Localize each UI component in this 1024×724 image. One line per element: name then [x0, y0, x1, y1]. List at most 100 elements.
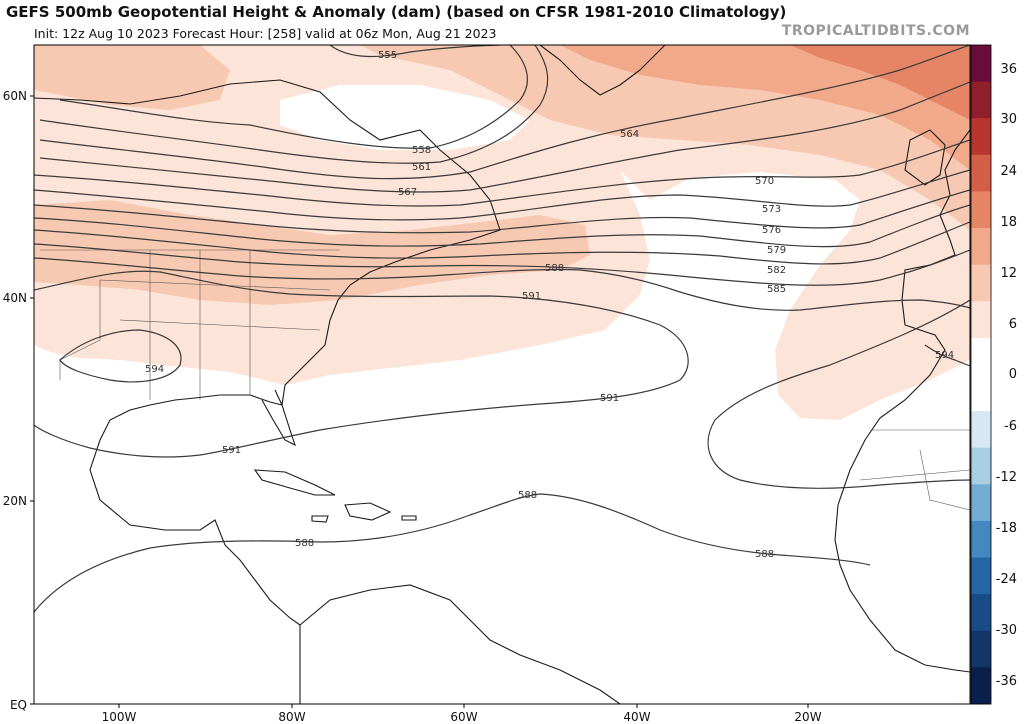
contour-label: 558	[412, 145, 431, 156]
colorbar-frame	[970, 44, 992, 705]
greenland-coastline	[539, 45, 666, 96]
hispaniola-island	[344, 502, 392, 521]
colorbar-swatch	[971, 337, 991, 375]
contour-594	[59, 329, 182, 383]
europe-africa-coastline	[834, 129, 970, 673]
colorbar-swatch	[971, 667, 991, 705]
contour-label: 567	[398, 187, 417, 198]
contour-570	[34, 139, 970, 207]
puerto-rico-island	[401, 515, 417, 521]
border-line	[119, 319, 321, 331]
anomaly-shading	[34, 45, 970, 430]
lat-tick-label: 40N	[3, 291, 27, 305]
border-line	[59, 280, 101, 380]
colorbar-label: 24	[1000, 164, 1017, 179]
contour-label: 588	[295, 538, 314, 549]
colorbar-swatch	[971, 301, 991, 339]
map-frame	[33, 44, 971, 705]
contour-label: 579	[767, 245, 786, 256]
map-title: GEFS 500mb Geopotential Height & Anomaly…	[6, 3, 787, 21]
colorbar-swatch	[971, 557, 991, 595]
positive-anomaly-nw-mid	[34, 45, 230, 110]
colorbar-label: -36	[996, 674, 1017, 689]
contour-588	[34, 257, 970, 311]
border-line	[859, 469, 970, 481]
contour-579	[34, 204, 970, 248]
contour-582	[34, 221, 970, 265]
colorbar-label: 30	[1000, 112, 1017, 127]
contour-576	[34, 189, 970, 234]
contour-555	[329, 45, 501, 58]
british-isles	[904, 129, 946, 186]
south-america-coastline	[299, 584, 621, 704]
positive-anomaly-us-mid	[34, 200, 590, 305]
cuba-island	[253, 469, 336, 496]
brand-watermark: TROPICALTIDBITS.COM	[781, 23, 970, 39]
colorbar-label: -30	[996, 623, 1017, 638]
contour-561	[39, 45, 549, 164]
neutral-trough-atlantic	[605, 172, 860, 430]
colorbar-label: 36	[1000, 62, 1017, 77]
map-subtitle: Init: 12z Aug 10 2023 Forecast Hour: [25…	[34, 26, 497, 41]
lon-tick-label: 20W	[794, 710, 821, 724]
contour-567	[39, 81, 970, 193]
colorbar-swatch	[971, 630, 991, 668]
colorbar-label: 12	[1000, 266, 1017, 281]
colorbar-label: -24	[996, 572, 1017, 587]
contour-label: 555	[378, 50, 397, 61]
contour-label: 570	[755, 176, 774, 187]
colorbar-swatch	[971, 81, 991, 119]
colorbar-label: -18	[996, 521, 1017, 536]
map-panel: 555 558 561 564 567 570 573 576 579 582 …	[34, 45, 970, 704]
colorbar-swatch	[971, 411, 991, 449]
contour-594-east	[924, 344, 970, 367]
political-borders	[40, 249, 970, 511]
lat-tick-label: EQ	[10, 698, 27, 712]
jamaica-island	[311, 515, 329, 523]
contour-591-south	[707, 299, 970, 489]
contour-label: 591	[222, 445, 241, 456]
colorbar-label: -6	[1004, 419, 1017, 434]
border-line	[919, 449, 970, 511]
colorbar-swatch	[971, 264, 991, 302]
contour-label: 591	[600, 393, 619, 404]
contour-label: 561	[412, 162, 431, 173]
colorbar-swatch	[971, 154, 991, 192]
contour-label: 582	[767, 265, 786, 276]
contour-558	[59, 45, 529, 149]
longitude-axis: 100W 80W 60W 40W 20W	[102, 704, 822, 724]
positive-anomaly-core	[790, 45, 970, 120]
colorbar-label: 0	[1009, 367, 1017, 382]
contour-label: 594	[145, 364, 164, 375]
border-line	[99, 279, 331, 291]
contour-588-south	[34, 493, 871, 613]
contour-label: 588	[755, 549, 774, 560]
colorbar-swatch	[971, 484, 991, 522]
contour-label: 594	[935, 350, 954, 361]
height-contours	[34, 45, 970, 613]
lon-tick-label: 80W	[278, 710, 305, 724]
lat-tick-label: 20N	[3, 494, 27, 508]
lon-tick-label: 60W	[450, 710, 477, 724]
florida-peninsula	[261, 389, 296, 447]
north-america-coastline	[34, 79, 501, 626]
contour-573	[34, 169, 970, 221]
colorbar-label: 6	[1009, 317, 1017, 332]
contour-label: 576	[762, 225, 781, 236]
contour-591	[34, 270, 689, 458]
colorbar-swatch	[971, 594, 991, 632]
contour-label: 585	[767, 284, 786, 295]
colorbar-swatch	[971, 374, 991, 412]
positive-anomaly-north-deep	[560, 45, 970, 170]
colorbar-swatch	[971, 228, 991, 266]
colorbar-swatch	[971, 520, 991, 559]
contour-label: 573	[762, 204, 781, 215]
contour-label: 588	[545, 263, 564, 274]
colorbar-swatch	[971, 45, 991, 83]
lat-tick-label: 60N	[3, 89, 27, 103]
colorbar-labels: 36 30 24 18 12 6 0 -6 -12 -18 -24 -30 -3…	[996, 62, 1017, 689]
anomaly-colorbar	[971, 45, 991, 705]
contour-label: 591	[522, 291, 541, 302]
landmasses	[34, 45, 970, 704]
